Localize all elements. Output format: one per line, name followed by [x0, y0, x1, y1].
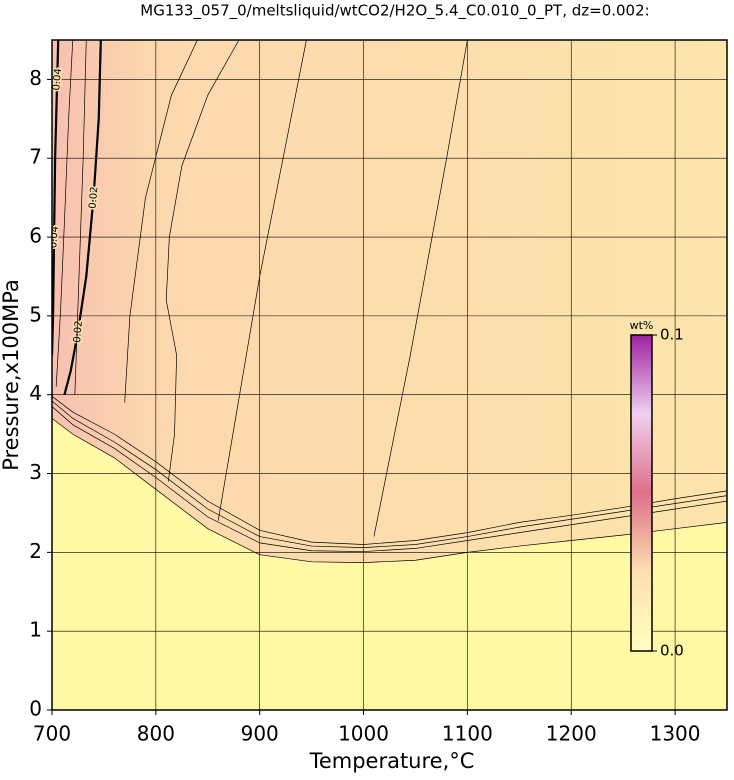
x-tick-label: 1000	[338, 722, 389, 746]
x-tick-label: 1300	[650, 722, 701, 746]
contour-line	[52, 40, 60, 356]
contour-label: 0.04	[51, 68, 64, 91]
chart-title: MG133_057_0/meltsliquid/wtCO2/H2O_5.4_C0…	[140, 2, 649, 21]
y-tick-label: 5	[29, 302, 42, 326]
y-tick-label: 1	[29, 618, 42, 642]
contour-label: 0.02	[88, 186, 101, 209]
contour-line	[52, 400, 727, 548]
contour-line	[52, 396, 727, 545]
contour-line	[52, 418, 727, 563]
contour-line	[124, 40, 198, 403]
x-axis-label: Temperature,°C	[309, 749, 475, 773]
x-tick-label: 1100	[442, 722, 493, 746]
y-tick-label: 4	[29, 381, 42, 405]
contour-line	[217, 40, 307, 521]
contour-line	[74, 40, 87, 395]
plot-area: 0.02 0.02 0.04 0.04	[48, 40, 727, 710]
y-axis-label: Pressure,x100MPa	[0, 279, 23, 471]
y-tick-label: 6	[29, 224, 42, 248]
y-tick-label: 7	[29, 145, 42, 169]
contour-label: 0.02	[72, 320, 85, 343]
contour-line	[52, 406, 727, 552]
contour-line	[165, 40, 240, 482]
contour-line	[373, 40, 468, 537]
x-tick-label: 900	[241, 722, 279, 746]
y-tick-label: 3	[29, 460, 42, 484]
y-tick-label: 2	[29, 539, 42, 563]
contour-line	[55, 40, 74, 387]
x-tick-label: 800	[137, 722, 175, 746]
y-tick-label: 8	[29, 66, 42, 90]
low-region	[52, 418, 727, 710]
colorbar-tick-label: 0.1	[660, 326, 684, 344]
contour-label: 0.04	[48, 226, 61, 249]
x-tick-label: 1200	[546, 722, 597, 746]
plot-frame	[51, 39, 728, 711]
colorbar	[630, 334, 653, 652]
x-tick-label: 700	[33, 722, 71, 746]
colorbar-tick-label: 0.0	[660, 642, 684, 660]
colorbar-label: wt%	[630, 319, 654, 332]
contour-line	[63, 40, 102, 395]
y-tick-label: 0	[29, 697, 42, 721]
